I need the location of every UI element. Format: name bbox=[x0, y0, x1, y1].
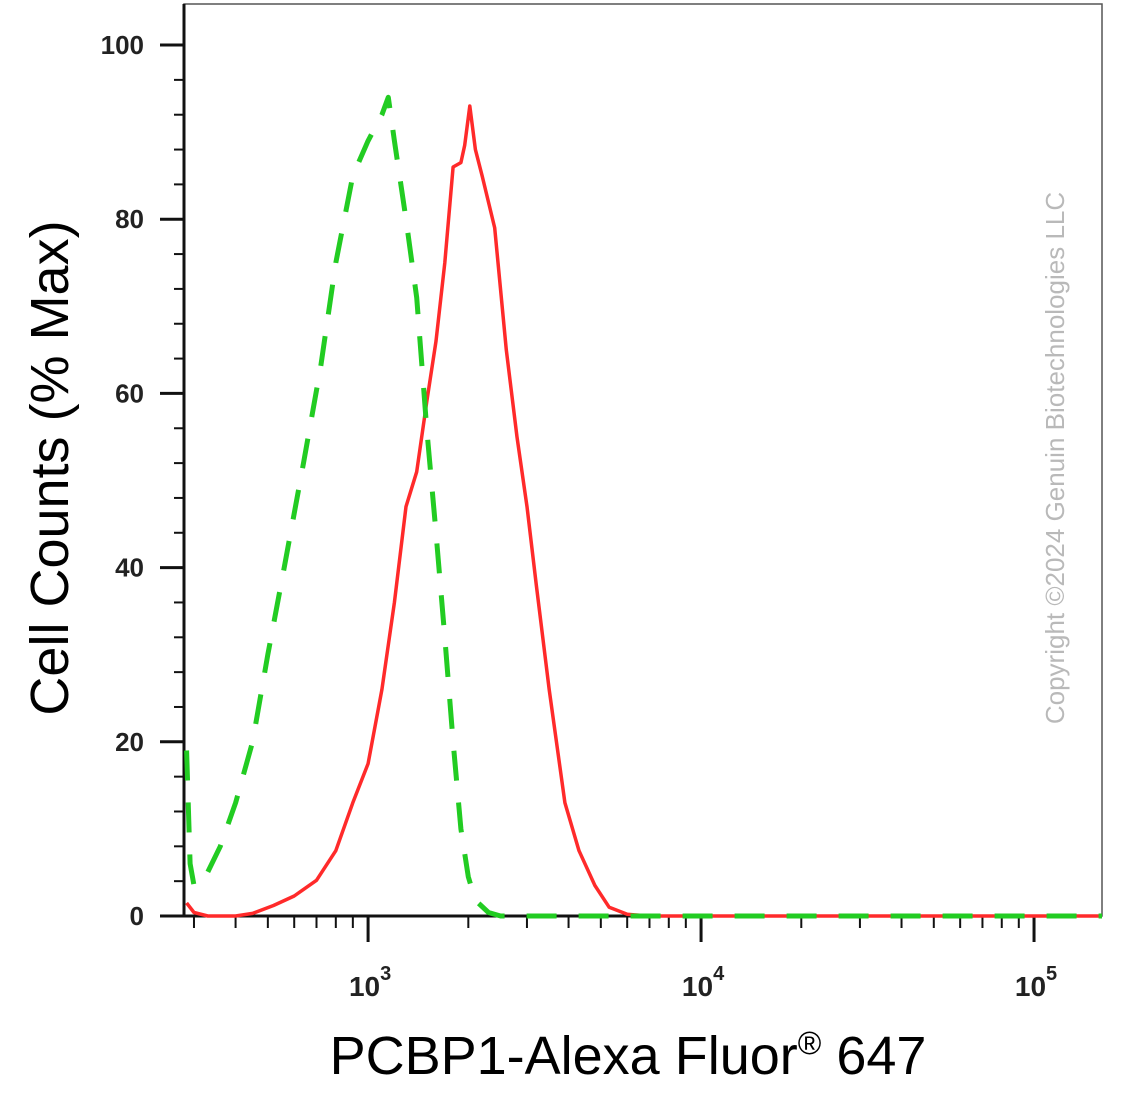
y-tick-label: 40 bbox=[115, 553, 144, 583]
x-tick-label: 103 bbox=[349, 963, 391, 1002]
x-tick-exponent: 3 bbox=[380, 963, 391, 985]
y-tick-label: 20 bbox=[115, 727, 144, 757]
x-axis-ticks: 103 104 105 bbox=[192, 916, 1057, 1002]
x-axis-title-main: PCBP1-Alexa Fluor bbox=[330, 1026, 798, 1086]
x-axis-title: PCBP1-Alexa Fluor® 647 bbox=[330, 1025, 927, 1086]
red-solid-histogram-line bbox=[185, 104, 1102, 918]
x-tick-base: 10 bbox=[349, 971, 380, 1002]
x-axis-title-tail: 647 bbox=[821, 1026, 926, 1086]
plot-frame bbox=[160, 3, 1103, 918]
x-tick-exponent: 5 bbox=[1046, 963, 1057, 985]
x-tick-label: 104 bbox=[682, 963, 725, 1002]
y-tick-label: 60 bbox=[115, 378, 144, 408]
y-tick-label: 100 bbox=[101, 30, 144, 60]
plot-border bbox=[183, 3, 1103, 917]
x-axis-title-mark: ® bbox=[798, 1025, 822, 1061]
series-layer bbox=[184, 94, 1102, 919]
green-dashed-histogram-line bbox=[184, 94, 1102, 919]
x-tick-base: 10 bbox=[682, 971, 713, 1002]
x-tick-label: 105 bbox=[1015, 963, 1057, 1002]
y-tick-label: 0 bbox=[130, 901, 144, 931]
x-tick-exponent: 4 bbox=[713, 963, 725, 985]
copyright-watermark: Copyright ©2024 Genuin Biotechnologies L… bbox=[1040, 192, 1070, 724]
y-tick-label: 80 bbox=[115, 204, 144, 234]
y-axis-title: Cell Counts (% Max) bbox=[20, 220, 80, 715]
x-tick-base: 10 bbox=[1015, 971, 1046, 1002]
y-axis-ticks: 0 20 40 60 80 100 bbox=[101, 30, 184, 931]
